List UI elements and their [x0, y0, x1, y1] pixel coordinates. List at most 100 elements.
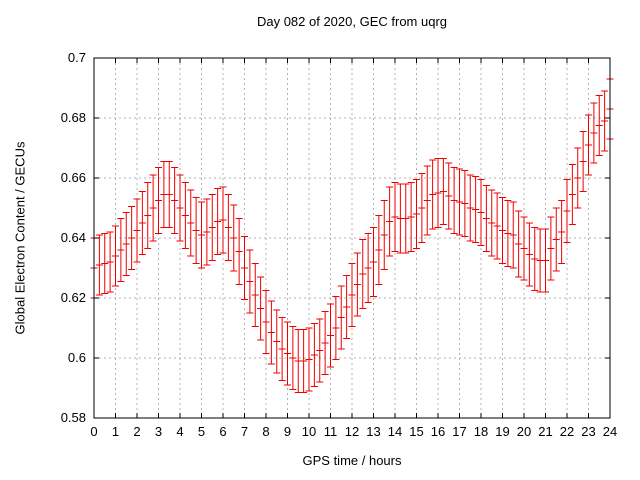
error-bar — [133, 198, 141, 263]
error-bar — [477, 179, 485, 246]
x-tick-label: 1 — [111, 424, 120, 439]
error-bar — [128, 206, 136, 270]
error-bar — [601, 90, 609, 152]
error-bar — [278, 317, 286, 381]
error-bar — [122, 212, 130, 276]
error-bar — [391, 182, 399, 252]
y-tick-label: 0.58 — [60, 410, 86, 425]
error-bar — [461, 170, 469, 237]
x-tick-label: 0 — [90, 424, 98, 439]
y-tick-label: 0.6 — [67, 350, 86, 365]
error-bar — [316, 318, 324, 383]
error-bar — [273, 309, 281, 374]
error-bar — [327, 303, 334, 368]
error-bar — [171, 167, 179, 234]
error-bar — [423, 165, 431, 236]
y-tick-label: 0.7 — [67, 50, 86, 65]
error-bar — [246, 249, 254, 314]
error-bar — [359, 239, 367, 309]
error-bar — [429, 159, 437, 230]
x-axis-label: GPS time / hours — [302, 453, 402, 468]
error-bar — [241, 236, 248, 300]
error-bar — [525, 222, 533, 287]
error-bar — [300, 329, 308, 393]
error-bar — [219, 186, 227, 254]
x-tick-label: 11 — [323, 424, 338, 439]
error-bar — [198, 201, 205, 269]
error-bar — [203, 198, 211, 266]
error-bar — [310, 323, 318, 387]
error-bar — [396, 183, 404, 254]
error-bar — [343, 275, 351, 339]
error-bar — [95, 234, 103, 296]
error-bar — [251, 263, 259, 327]
error-bar — [434, 158, 442, 228]
error-bar — [558, 200, 566, 264]
error-bar — [284, 321, 291, 386]
error-bar — [579, 131, 587, 192]
x-tick-label: 23 — [581, 424, 596, 439]
error-bar — [568, 164, 576, 225]
error-bar — [353, 252, 361, 317]
x-tick-label: 16 — [430, 424, 446, 439]
error-bar — [214, 188, 222, 255]
error-bar — [542, 228, 549, 293]
error-bar — [117, 218, 125, 282]
x-tick-label: 17 — [452, 424, 467, 439]
error-bar-series — [90, 78, 614, 393]
error-bar — [235, 218, 243, 285]
error-bar — [192, 197, 200, 264]
error-bar — [112, 225, 119, 287]
x-tick-label: 9 — [283, 424, 292, 439]
chart-title: Day 082 of 2020, GEC from uqrg — [256, 14, 448, 29]
error-bar — [364, 233, 372, 303]
y-tick-label: 0.68 — [60, 110, 86, 125]
error-bar — [181, 182, 189, 249]
error-bar — [456, 168, 463, 236]
x-tick-label: 10 — [301, 424, 317, 439]
error-bar — [289, 326, 297, 390]
error-bar — [585, 114, 592, 176]
x-tick-label: 13 — [366, 424, 381, 439]
error-bar — [208, 194, 216, 261]
x-tick-label: 6 — [219, 424, 227, 439]
x-tick-label: 2 — [133, 424, 141, 439]
error-bar — [472, 176, 480, 243]
error-bar — [439, 158, 447, 225]
error-bar — [230, 204, 238, 272]
error-bar — [574, 147, 582, 209]
error-bar — [321, 311, 329, 375]
x-tick-label: 22 — [559, 424, 575, 439]
x-tick-label: 24 — [602, 424, 618, 439]
error-bar — [402, 183, 410, 254]
error-bar — [482, 185, 490, 252]
error-bar — [509, 201, 517, 269]
error-bar — [595, 95, 603, 156]
x-tick-label: 21 — [538, 424, 553, 439]
x-tick-label: 3 — [154, 424, 163, 439]
error-bar — [536, 228, 544, 293]
error-bar — [101, 233, 109, 294]
x-tick-label: 19 — [495, 424, 510, 439]
error-bar — [488, 189, 496, 257]
error-bar — [257, 276, 265, 341]
x-tick-label: 15 — [409, 424, 424, 439]
error-bar — [176, 174, 184, 242]
error-bar — [106, 231, 114, 293]
x-tick-label: 14 — [387, 424, 403, 439]
error-bar — [187, 189, 195, 257]
error-bar — [499, 197, 506, 264]
error-bar — [375, 215, 383, 285]
error-bar — [552, 207, 560, 272]
axis-tick-marks — [93, 57, 611, 419]
error-bar — [563, 179, 571, 243]
error-bar — [267, 300, 275, 365]
error-bar — [138, 191, 146, 255]
error-bar — [413, 179, 420, 249]
error-bar — [144, 182, 152, 249]
error-bar — [262, 290, 270, 354]
x-tick-label: 4 — [176, 424, 184, 439]
error-bar — [445, 162, 453, 230]
